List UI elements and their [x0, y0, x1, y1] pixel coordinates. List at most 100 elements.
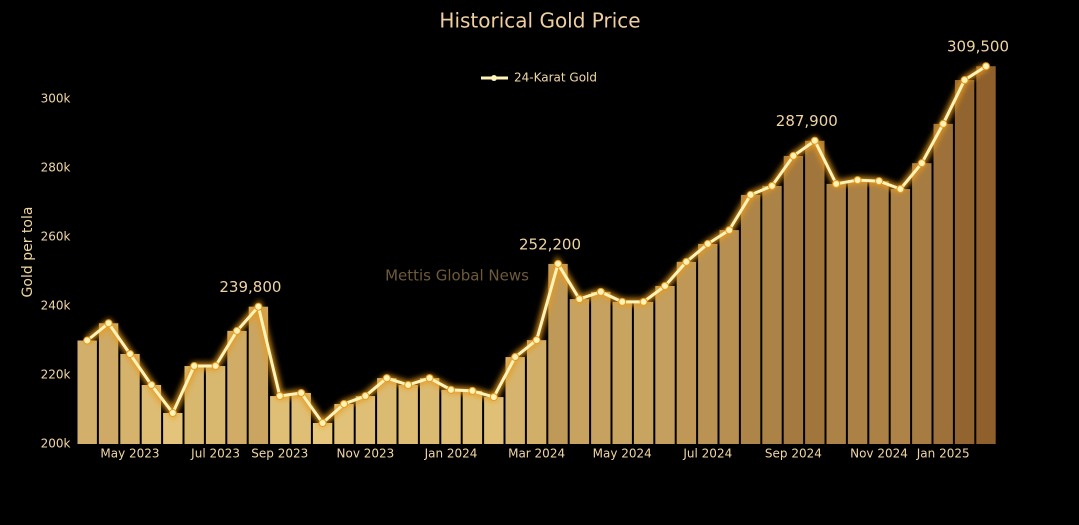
point — [810, 136, 819, 145]
point — [982, 62, 990, 71]
bar — [805, 140, 825, 444]
x-tick-label: May 2023 — [100, 447, 159, 461]
point — [768, 181, 776, 190]
point — [618, 297, 627, 306]
bar — [120, 353, 140, 444]
point — [297, 388, 306, 397]
point — [275, 392, 284, 401]
point — [575, 295, 584, 304]
data-label: 287,900 — [776, 112, 838, 130]
point — [703, 239, 712, 248]
point — [340, 399, 348, 408]
watermark: Mettis Global News — [385, 267, 529, 285]
bar — [77, 340, 97, 444]
bar — [890, 189, 911, 444]
bar — [184, 366, 204, 444]
x-tick-label: Jul 2023 — [190, 447, 240, 461]
point — [746, 190, 755, 199]
bar — [569, 299, 590, 444]
point — [725, 226, 734, 235]
point — [468, 386, 477, 395]
bar — [355, 396, 376, 444]
bar — [612, 301, 632, 444]
bar — [869, 181, 889, 445]
point — [447, 385, 455, 394]
x-tick-label: Nov 2023 — [337, 447, 395, 461]
bar — [719, 230, 739, 444]
bar — [762, 185, 782, 444]
bar — [740, 194, 761, 444]
bar — [398, 385, 418, 444]
bar — [954, 80, 975, 445]
bar — [591, 291, 611, 444]
legend-marker — [491, 75, 497, 81]
point — [639, 297, 648, 306]
x-tick-label: Nov 2024 — [850, 447, 908, 461]
bar — [847, 180, 868, 444]
point — [875, 177, 883, 186]
y-tick-label: 240k — [41, 299, 71, 313]
point — [147, 381, 156, 390]
chart-title: Historical Gold Price — [439, 9, 640, 33]
bar — [462, 390, 483, 444]
bar — [141, 385, 162, 444]
x-tick-label: Jan 2025 — [916, 447, 970, 461]
x-tick-label: Mar 2024 — [508, 447, 565, 461]
point — [233, 326, 241, 335]
x-tick-label: Jul 2024 — [682, 447, 732, 461]
point — [489, 393, 498, 402]
point — [832, 179, 841, 188]
bar — [484, 397, 504, 444]
y-tick-label: 300k — [41, 92, 71, 106]
data-label: 309,500 — [947, 38, 1009, 56]
x-tick-label: May 2024 — [593, 447, 652, 461]
bar — [548, 263, 568, 444]
point — [211, 362, 220, 371]
point — [126, 349, 134, 358]
bar — [334, 403, 354, 444]
y-axis-label: Gold per tola — [20, 207, 36, 298]
point — [83, 336, 92, 345]
bar — [312, 422, 333, 444]
point — [661, 281, 669, 290]
point — [960, 76, 969, 85]
bar — [976, 66, 996, 444]
bar — [912, 163, 932, 445]
bar — [826, 183, 846, 444]
bar — [205, 366, 226, 444]
bar — [377, 378, 397, 444]
point — [425, 374, 434, 383]
bar — [655, 285, 675, 444]
bar — [419, 378, 440, 444]
point — [532, 336, 541, 345]
bar — [933, 123, 953, 444]
point — [896, 185, 905, 194]
point — [190, 362, 199, 371]
bar — [227, 330, 247, 444]
bar — [98, 323, 119, 444]
point — [596, 287, 605, 296]
bar — [441, 389, 461, 444]
legend: 24-Karat Gold — [481, 71, 597, 85]
point — [853, 176, 862, 185]
data-label: 239,800 — [219, 278, 281, 296]
legend-label: 24-Karat Gold — [514, 71, 597, 85]
point — [789, 151, 798, 160]
y-tick-label: 220k — [41, 368, 71, 382]
point — [404, 381, 413, 390]
data-label: 252,200 — [519, 235, 581, 253]
bar — [783, 155, 804, 445]
point — [939, 119, 948, 128]
point — [318, 418, 327, 427]
x-tick-label: Sep 2024 — [765, 447, 822, 461]
y-tick-label: 260k — [41, 230, 71, 244]
bar — [505, 357, 525, 444]
point — [168, 408, 177, 417]
x-tick-label: Jan 2024 — [424, 447, 478, 461]
bar — [633, 301, 654, 444]
bar — [526, 340, 547, 444]
point — [511, 353, 520, 362]
point — [554, 259, 562, 268]
bar — [698, 243, 718, 444]
